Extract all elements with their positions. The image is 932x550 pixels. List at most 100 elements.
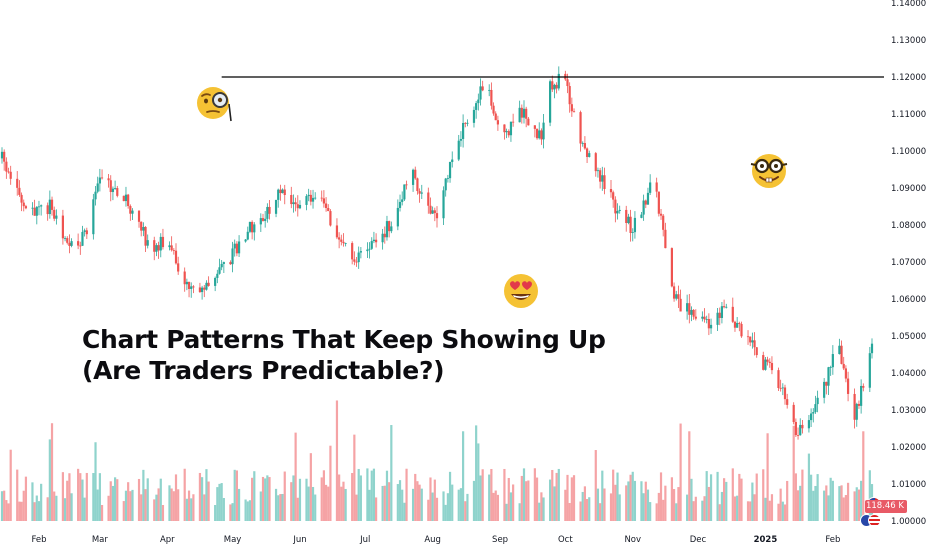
candle-body <box>85 230 88 235</box>
candle-body <box>61 215 64 239</box>
volume-bar <box>427 499 430 521</box>
candle-body <box>603 175 606 189</box>
candle-body <box>5 161 8 172</box>
candle-body <box>520 107 523 118</box>
candle-body <box>127 194 130 207</box>
candle-body <box>292 202 295 205</box>
volume-bar <box>535 477 539 521</box>
candle-body <box>679 298 682 312</box>
candle-body <box>662 215 665 230</box>
candle-body <box>50 199 54 210</box>
candle-body <box>444 178 447 191</box>
volume-bar <box>783 504 787 521</box>
volume-bar <box>814 485 817 521</box>
volume-bar <box>627 481 630 521</box>
candle-body <box>248 221 252 232</box>
volume-bar <box>707 486 710 521</box>
volume-bar <box>444 504 447 521</box>
volume-bar <box>201 477 204 521</box>
candle-body <box>596 170 600 172</box>
volume-bar <box>551 469 554 521</box>
candle-body <box>733 321 737 328</box>
volume-bar <box>137 478 141 521</box>
volume-bar <box>442 491 445 521</box>
candle-body <box>855 403 858 420</box>
candle-body <box>644 200 647 205</box>
volume-bar <box>686 494 689 521</box>
candle-body <box>751 340 754 343</box>
volume-bar <box>183 468 186 521</box>
candle-body <box>686 303 689 312</box>
candle-body <box>766 359 769 362</box>
candle-body <box>63 238 67 239</box>
candle-body <box>736 323 739 328</box>
volume-bar <box>46 497 49 521</box>
candle-body <box>459 138 463 141</box>
candle-body <box>612 192 615 200</box>
candle-body <box>353 259 356 262</box>
volume-bar <box>655 503 658 521</box>
candle-body <box>70 241 73 246</box>
candle-body <box>723 306 726 308</box>
volume-bar <box>670 477 673 521</box>
candle-body <box>551 81 554 90</box>
candle-body <box>351 243 354 260</box>
candle-body <box>83 230 86 232</box>
volume-bar <box>144 489 147 521</box>
candle-body <box>214 277 217 286</box>
volume-bar <box>50 423 54 521</box>
candle-body <box>375 239 378 243</box>
candle-body <box>860 385 863 406</box>
volume-bar <box>324 484 328 521</box>
volume-bar <box>146 478 149 521</box>
price-tick-label: 1.07000 <box>891 258 926 268</box>
volume-bar <box>83 497 86 521</box>
volume-bar <box>63 498 67 521</box>
volume-bar <box>475 425 478 521</box>
volume-bar <box>827 495 830 521</box>
time-tick-label: Feb <box>31 535 46 545</box>
candle-body <box>659 213 663 216</box>
candle-body <box>509 121 513 136</box>
volume-bar <box>401 489 404 521</box>
volume-bar <box>781 501 784 521</box>
volume-bar <box>649 502 652 521</box>
volume-bar <box>831 480 834 521</box>
candle-body <box>370 241 373 249</box>
volume-bar <box>505 503 508 521</box>
candle-body <box>522 108 526 118</box>
candle-body <box>448 162 452 179</box>
volume-bar <box>540 492 543 521</box>
volume-bar <box>187 490 191 521</box>
time-axis[interactable]: Feb Mar Apr May Jun Jul Aug Sep Oct Nov Dec 2025 Feb <box>31 535 840 545</box>
candle-body <box>107 178 110 181</box>
candle-body <box>185 281 188 285</box>
candle-body <box>764 359 767 370</box>
candle-body <box>431 210 434 214</box>
volume-bar <box>435 497 439 521</box>
candle-body <box>396 207 399 227</box>
volume-bar <box>733 496 737 521</box>
candle-body <box>490 89 493 106</box>
volume-bar <box>585 499 589 521</box>
volume-bar <box>357 468 360 521</box>
volume-bar <box>9 449 12 521</box>
volume-bar <box>844 495 847 521</box>
price-tick-label: 1.13000 <box>891 36 926 46</box>
candle-body <box>40 205 43 207</box>
volume-bar <box>398 480 402 521</box>
volume-bar <box>157 488 160 521</box>
volume-bar <box>153 499 156 521</box>
candle-body <box>583 143 586 149</box>
volume-bar <box>53 491 56 521</box>
candle-body <box>177 263 180 272</box>
price-axis[interactable]: 1.00000 1.01000 1.02000 1.03000 1.04000 1.050… <box>891 0 926 527</box>
candle-body <box>770 363 774 371</box>
candle-body <box>131 210 134 214</box>
candle-body <box>794 422 797 436</box>
candle-body <box>838 345 841 355</box>
candle-body <box>401 199 404 202</box>
candle-body <box>122 195 125 202</box>
candle-body <box>183 271 186 285</box>
